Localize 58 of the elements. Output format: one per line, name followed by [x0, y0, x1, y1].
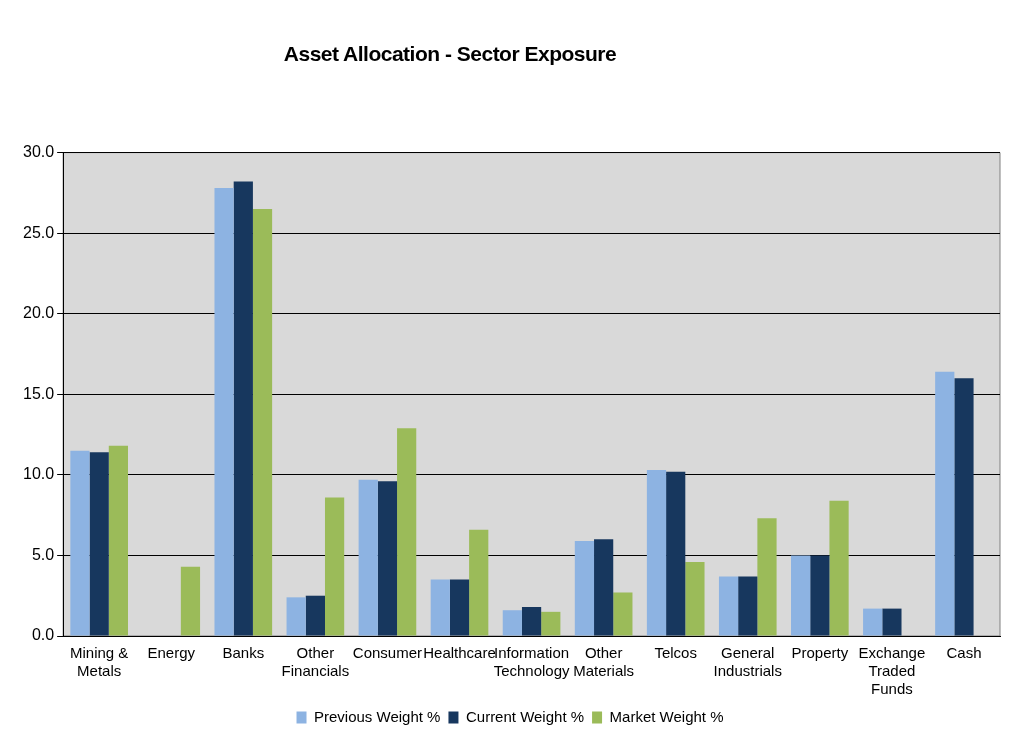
chart-title: Asset Allocation - Sector Exposure	[282, 42, 618, 66]
bar	[469, 529, 489, 636]
bar	[89, 452, 109, 636]
bar	[613, 592, 633, 636]
y-tick-label: 0.0	[31, 626, 55, 644]
bar	[252, 209, 273, 636]
y-tick-label: 5.0	[31, 545, 55, 563]
bar	[358, 479, 378, 636]
bar	[233, 181, 253, 636]
x-tick-label: Energy	[147, 644, 196, 662]
bar	[397, 428, 417, 636]
bar	[718, 576, 739, 636]
bar	[214, 188, 234, 636]
x-tick-label: Telcos	[654, 644, 697, 662]
bar	[502, 610, 522, 636]
legend-label: Previous Weight %	[314, 707, 441, 725]
y-tick-label: 15.0	[23, 384, 55, 402]
y-tick-label: 30.0	[23, 143, 55, 161]
x-tick-label: Exchange Traded Funds	[858, 644, 926, 698]
bar	[541, 611, 561, 636]
bar	[863, 608, 883, 636]
bar	[324, 497, 345, 636]
y-tick-label: 20.0	[23, 304, 55, 322]
x-tick-label: Consumer	[352, 644, 423, 662]
bar	[829, 500, 849, 636]
x-tick-label: Cash	[946, 644, 982, 662]
bar	[377, 481, 398, 636]
x-tick-label: General Industrials	[713, 644, 782, 680]
bar	[882, 608, 902, 636]
bar	[666, 471, 686, 636]
y-tick-label: 10.0	[23, 465, 55, 483]
x-tick-label: Healthcare	[423, 644, 496, 662]
y-tick-label: 25.0	[23, 223, 55, 241]
bar	[757, 518, 777, 636]
x-tick-label: Mining & Metals	[69, 644, 129, 680]
bar	[430, 579, 450, 636]
bar	[954, 378, 974, 636]
legend-label: Market Weight %	[609, 707, 724, 725]
legend-label: Current Weight %	[465, 707, 585, 725]
x-tick-label: Other Financials	[281, 644, 350, 680]
x-tick-label: Other Materials	[573, 644, 635, 680]
x-tick-label: Property	[791, 644, 849, 662]
bar	[685, 561, 705, 636]
bar	[935, 371, 955, 636]
bar	[305, 595, 325, 636]
bar	[738, 576, 758, 636]
bar	[646, 470, 667, 636]
bar	[108, 445, 128, 636]
bar	[810, 555, 830, 636]
bar	[574, 540, 595, 636]
bar	[180, 566, 201, 636]
x-tick-label: Banks	[222, 644, 265, 662]
bar	[286, 597, 306, 636]
bar	[791, 555, 811, 636]
bar	[521, 607, 542, 636]
bar	[594, 539, 614, 636]
bar	[449, 579, 470, 636]
bar	[70, 450, 90, 636]
